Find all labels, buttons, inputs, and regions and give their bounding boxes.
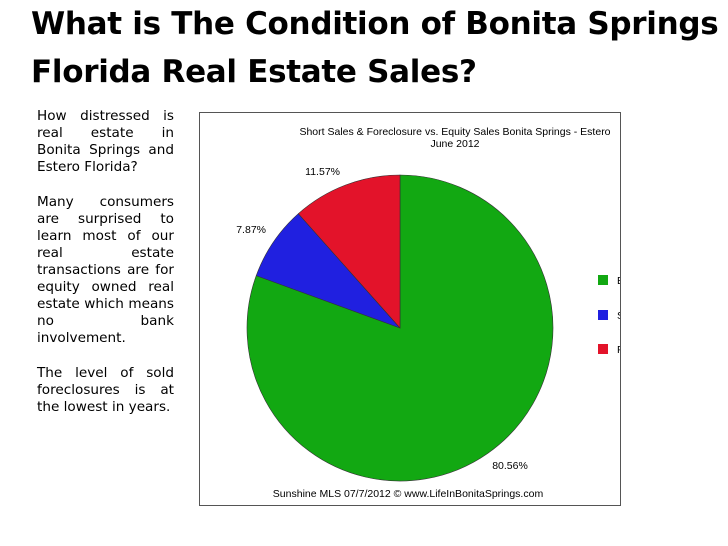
legend-swatch — [598, 344, 608, 354]
paragraph: How distressed is real estate in Bonita … — [37, 108, 174, 175]
pie-labels: 80.56% 7.87% 11.57% — [236, 166, 528, 472]
pie-value-label: 7.87% — [236, 224, 266, 236]
paragraph: The level of sold foreclosures is at the… — [37, 365, 174, 415]
slide-title: What is The Condition of Bonita Springs … — [31, 6, 719, 90]
pie-value-label: 80.56% — [492, 460, 528, 472]
chart-legend: Equity Sales Short Sale Foreclosure — [598, 275, 620, 356]
legend-label: Equity Sales — [617, 275, 620, 287]
legend-label: Foreclosure — [617, 344, 620, 356]
legend-swatch — [598, 275, 608, 285]
pie-chart-canvas: Short Sales & Foreclosure vs. Equity Sal… — [236, 126, 620, 500]
legend-label: Short Sale — [617, 310, 620, 322]
chart-source: Sunshine MLS 07/7/2012 © www.LifeInBonit… — [273, 488, 544, 500]
pie-chart: Short Sales & Foreclosure vs. Equity Sal… — [199, 112, 621, 506]
legend-swatch — [598, 310, 608, 320]
body-text: How distressed is real estate in Bonita … — [37, 108, 174, 434]
chart-subtitle: June 2012 — [430, 138, 479, 150]
paragraph: Many consumers are surprised to learn mo… — [37, 194, 174, 346]
pie-slices — [246, 174, 554, 482]
pie-slice-foreclosure — [297, 174, 401, 329]
chart-title: Short Sales & Foreclosure vs. Equity Sal… — [299, 126, 610, 138]
pie-value-label: 11.57% — [305, 166, 340, 178]
